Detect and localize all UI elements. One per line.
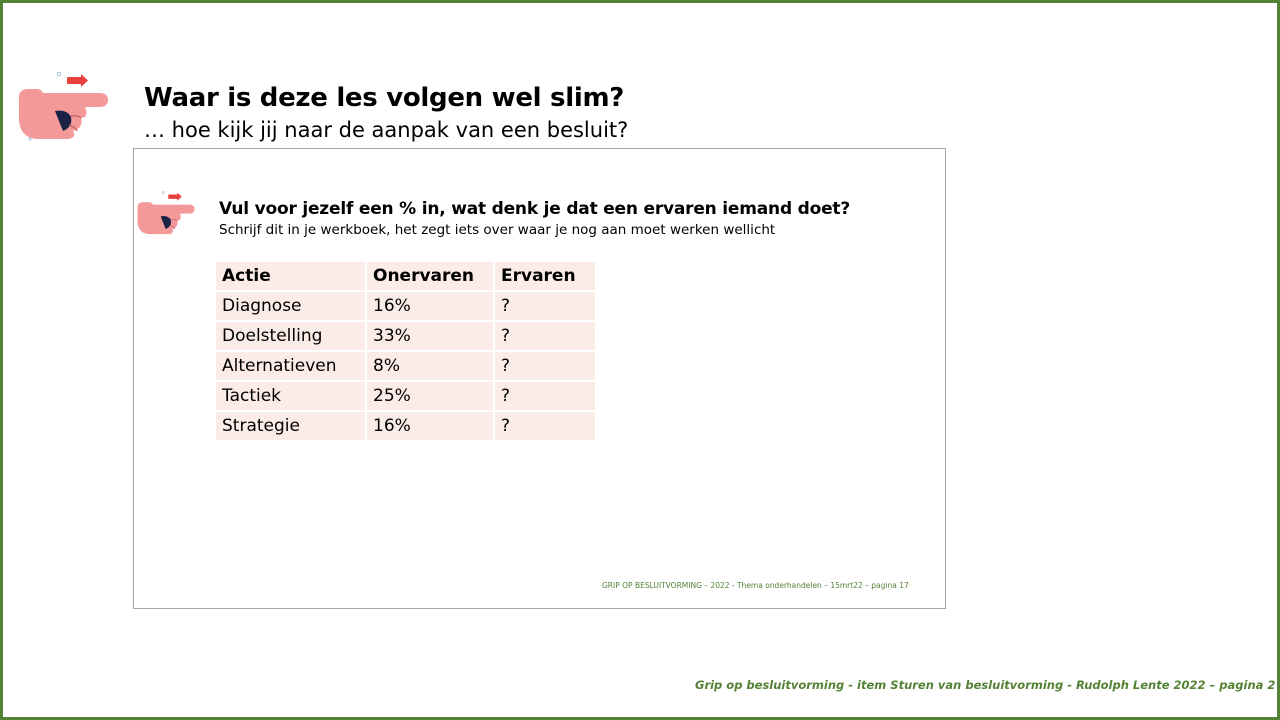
table-row: Alternatieven 8% ? bbox=[216, 351, 597, 382]
action-table: Actie Onervaren Ervaren Diagnose 16% ? D… bbox=[216, 262, 597, 442]
pointing-hand-icon bbox=[137, 191, 195, 235]
cell-actie: Strategie bbox=[216, 411, 367, 442]
embedded-slide: Vul voor jezelf een % in, wat denk je da… bbox=[133, 148, 946, 609]
cell-ervaren: ? bbox=[494, 351, 597, 382]
inner-subtitle: Schrijf dit in je werkboek, het zegt iet… bbox=[219, 222, 776, 238]
cell-ervaren: ? bbox=[494, 321, 597, 352]
table-row: Tactiek 25% ? bbox=[216, 381, 597, 412]
cell-onervaren: 25% bbox=[366, 381, 495, 412]
table-row: Doelstelling 33% ? bbox=[216, 321, 597, 352]
cell-onervaren: 16% bbox=[366, 291, 495, 322]
page-footer: Grip op besluitvorming - item Sturen van… bbox=[695, 678, 1276, 692]
cell-actie: Diagnose bbox=[216, 291, 367, 322]
cell-onervaren: 8% bbox=[366, 351, 495, 382]
cell-onervaren: 16% bbox=[366, 411, 495, 442]
column-header-onervaren: Onervaren bbox=[366, 262, 495, 292]
cell-onervaren: 33% bbox=[366, 321, 495, 352]
cell-actie: Doelstelling bbox=[216, 321, 367, 352]
table-row: Diagnose 16% ? bbox=[216, 291, 597, 322]
column-header-actie: Actie bbox=[216, 262, 367, 292]
cell-ervaren: ? bbox=[494, 411, 597, 442]
pointing-hand-icon bbox=[19, 72, 109, 141]
slide-subtitle: … hoe kijk jij naar de aanpak van een be… bbox=[144, 118, 629, 142]
table-header-row: Actie Onervaren Ervaren bbox=[216, 262, 597, 292]
table-row: Strategie 16% ? bbox=[216, 411, 597, 442]
cell-actie: Alternatieven bbox=[216, 351, 367, 382]
slide-title: Waar is deze les volgen wel slim? bbox=[144, 83, 625, 113]
cell-actie: Tactiek bbox=[216, 381, 367, 412]
column-header-ervaren: Ervaren bbox=[494, 262, 597, 292]
cell-ervaren: ? bbox=[494, 291, 597, 322]
inner-title: Vul voor jezelf een % in, wat denk je da… bbox=[219, 199, 850, 219]
cell-ervaren: ? bbox=[494, 381, 597, 412]
inner-footer: GRIP OP BESLUITVORMING – 2022 - Thema on… bbox=[602, 581, 909, 590]
